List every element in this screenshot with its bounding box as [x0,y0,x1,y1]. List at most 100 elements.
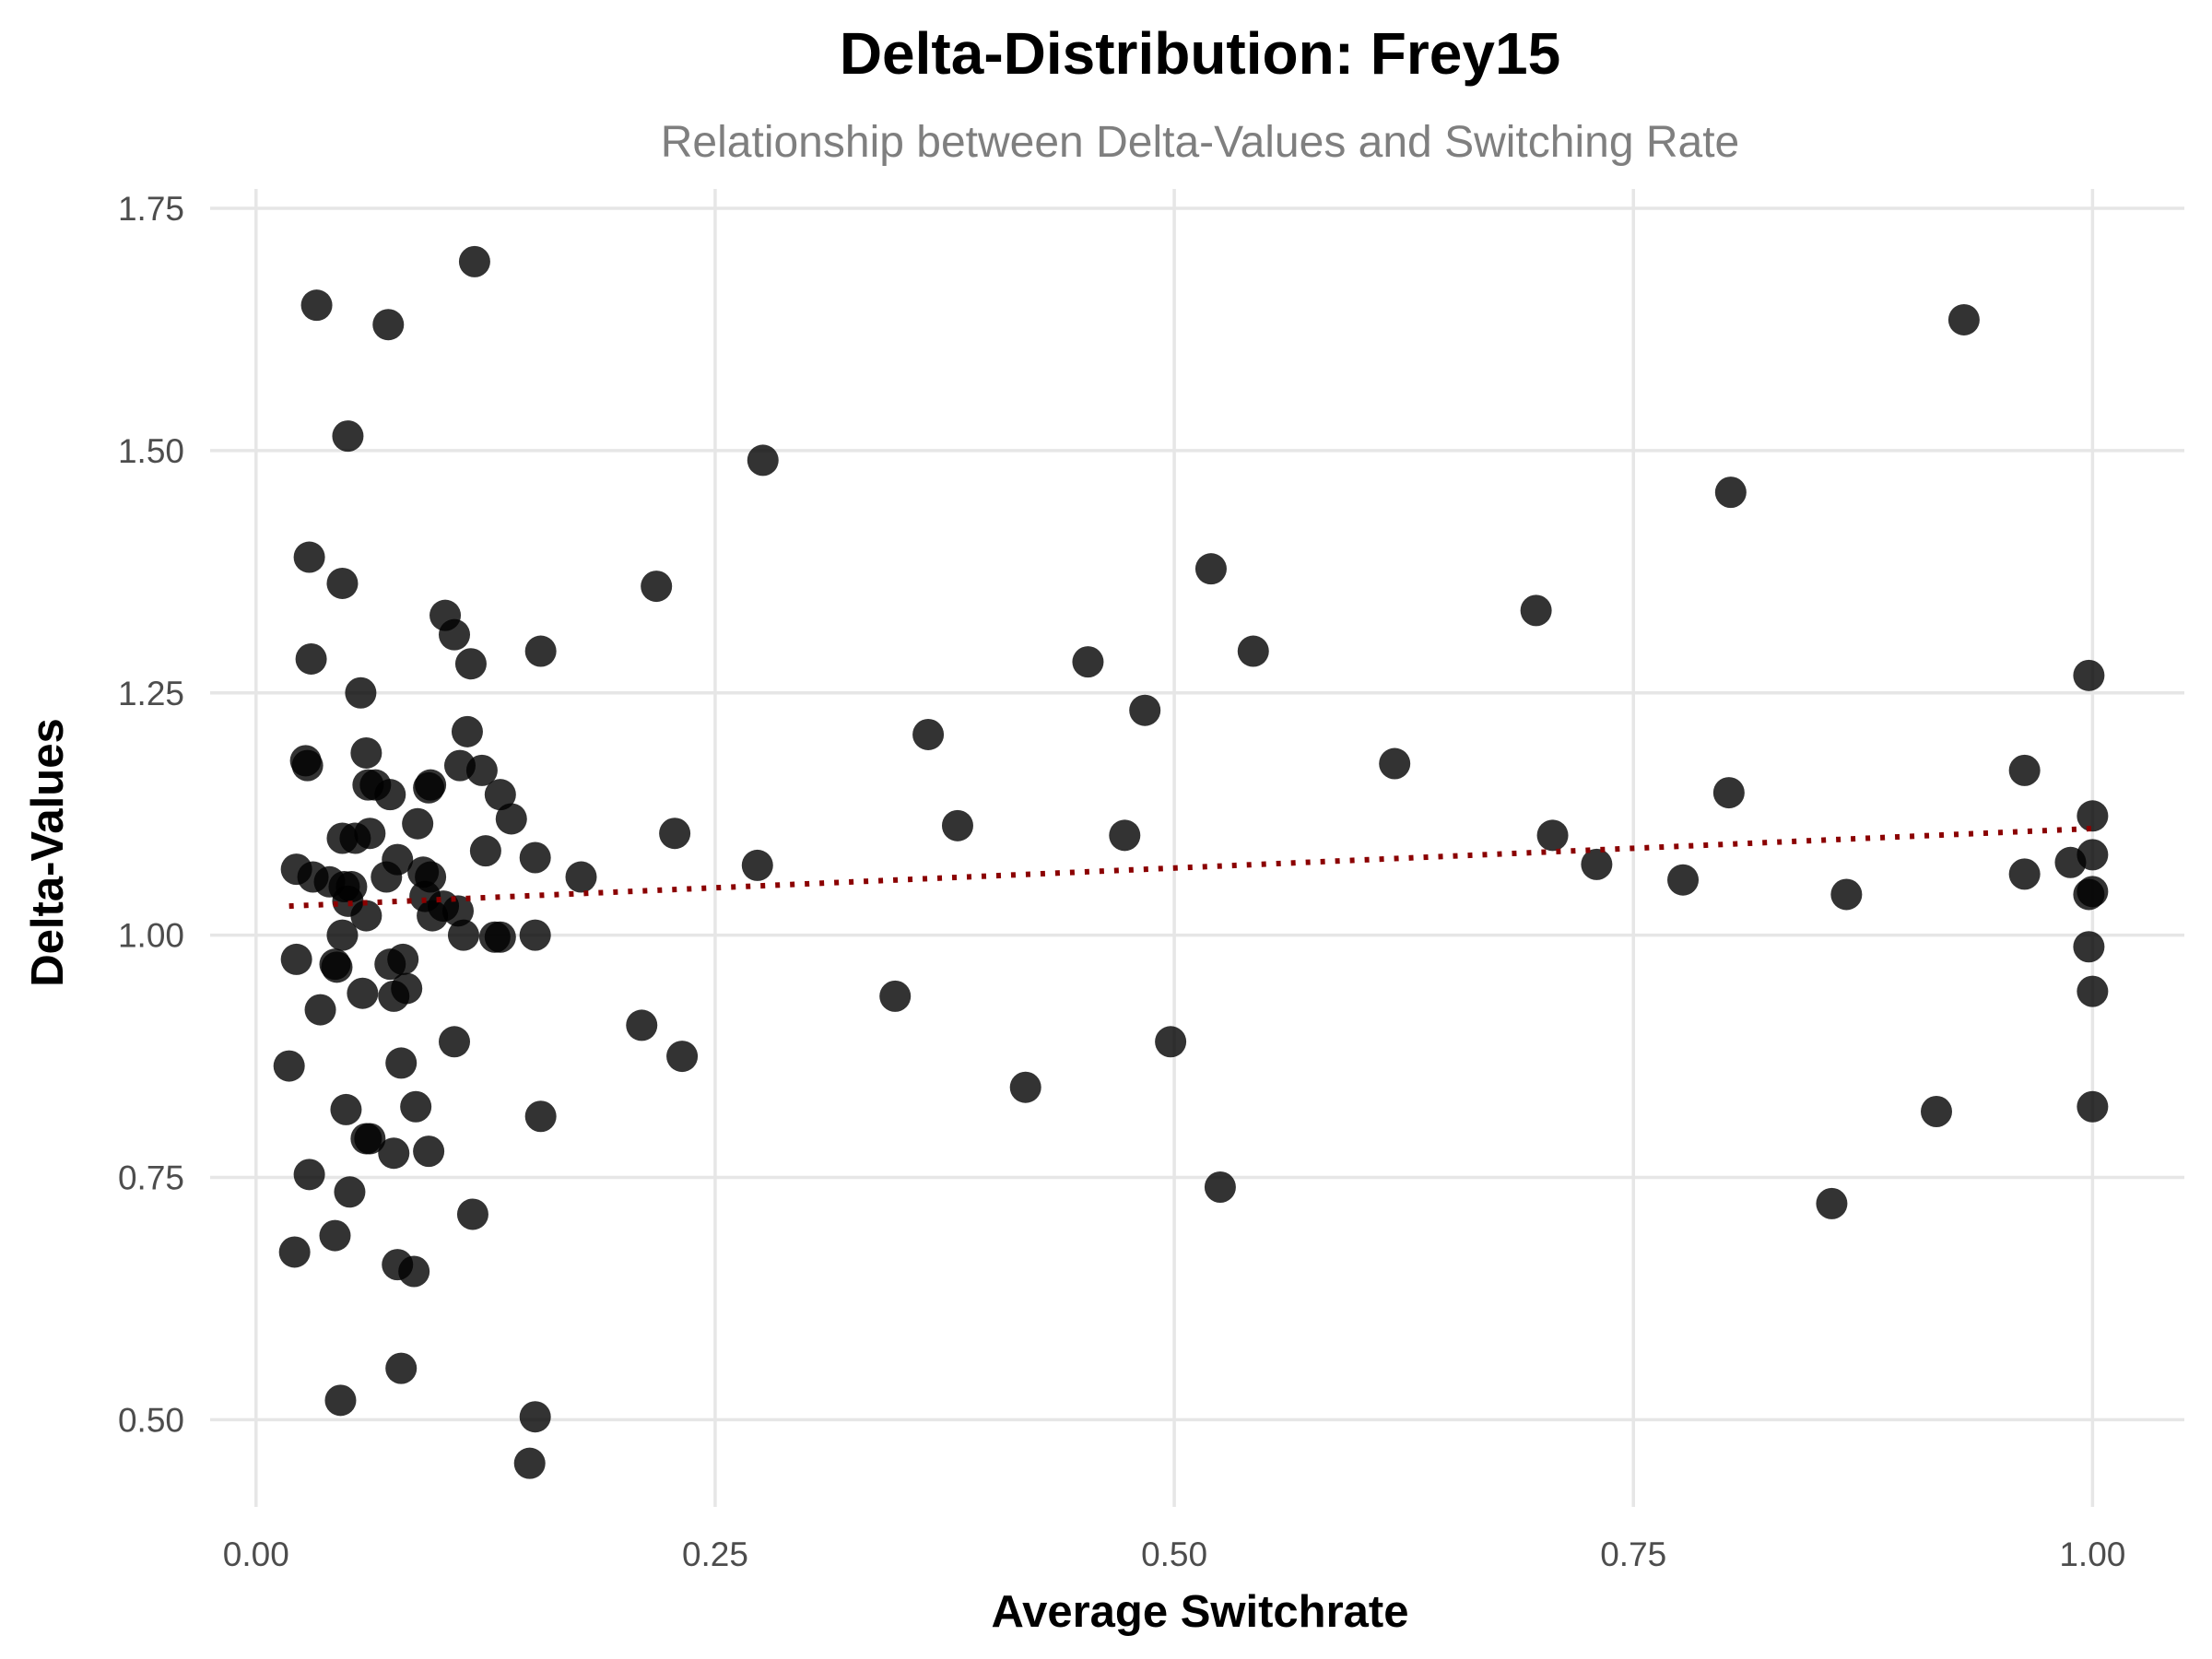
scatter-point [456,1198,488,1230]
scatter-point [2077,975,2109,1007]
scatter-point [415,769,447,801]
x-tick-label: 1.00 [2059,1535,2125,1573]
scatter-point [374,948,406,981]
scatter-point [339,822,371,854]
scatter-point [324,1384,357,1417]
scatter-point [441,895,474,927]
scatter-point [741,849,773,881]
scatter-point [458,245,490,277]
x-tick-label: 0.25 [682,1535,748,1573]
scatter-point [345,677,377,709]
scatter-point [519,841,551,874]
scatter-point [1581,848,1613,880]
scatter-point [326,567,359,599]
scatter-point [465,754,498,786]
data-points [273,245,2109,1479]
scatter-point [1921,1096,1953,1127]
chart-subtitle: Relationship between Delta-Values and Sw… [661,118,1739,167]
scatter-point [1072,646,1104,678]
scatter-point [319,1219,351,1252]
scatter-point [1536,819,1569,852]
scatter-point [1520,594,1552,627]
x-axis-title: Average Switchrate [992,1587,1409,1637]
y-tick-label: 1.25 [118,675,184,712]
scatter-point [2008,858,2041,890]
scatter-point [295,642,327,675]
scatter-point [454,648,487,680]
scatter-point [1830,878,1863,911]
scatter-point [879,980,912,1012]
trend-line-group [288,825,2093,910]
y-tick-label: 0.75 [118,1159,184,1197]
scatter-point [354,1123,386,1155]
scatter-point [1155,1026,1187,1058]
scatter-point [1109,819,1141,852]
scatter-point [400,1090,432,1123]
scatter-point [912,718,945,750]
y-tick-label: 0.50 [118,1401,184,1439]
scatter-point [1237,635,1269,667]
y-tick-label: 1.75 [118,190,184,228]
scatter-point [2073,659,2105,691]
scatter-point [641,571,673,603]
scatter-point [484,921,516,953]
scatter-point [402,807,434,840]
scatter-point [371,861,403,893]
scatter-point [2073,931,2105,963]
scatter-point [385,1047,418,1079]
scatter-point [1816,1187,1848,1219]
scatter-point [451,715,483,747]
scatter-point [417,900,449,932]
trend-line [288,825,2093,910]
scatter-point [273,1050,305,1082]
scatter-point [1667,864,1700,896]
y-axis-title: Delta-Values [23,718,73,986]
scatter-point [626,1009,658,1041]
scatter-point [2077,876,2109,908]
scatter-point [484,779,516,811]
scatter-point [659,818,691,850]
scatter-point [1009,1071,1041,1103]
scatter-point [334,1176,366,1208]
scatter-point [519,1401,551,1433]
x-tick-label: 0.75 [1600,1535,1666,1573]
scatter-point [347,977,379,1009]
scatter-point [1194,553,1227,585]
scatter-point [2008,754,2041,786]
chart-title: Delta-Distribution: Frey15 [840,20,1560,87]
scatter-point [280,943,312,975]
x-tick-label: 0.50 [1141,1535,1207,1573]
scatter-point [350,736,382,769]
scatter-point [565,861,597,893]
scatter-point [372,309,405,341]
scatter-point [747,444,779,477]
scatter-point [666,1041,699,1073]
scatter-point [278,1236,311,1268]
scatter-point [330,1093,362,1125]
scatter-point [413,1135,445,1168]
scatter-point [1379,747,1411,780]
scatter-point [524,1100,557,1133]
scatter-point [524,635,557,667]
scatter-point [1947,303,1980,335]
tick-labels: 0.00 0.25 0.50 0.75 1.00 0.50 0.75 1.00 1.25 1.50… [118,190,2125,1573]
scatter-point [350,900,382,932]
scatter-point [439,618,471,651]
scatter-point [385,1352,418,1384]
scatter-point [332,420,364,453]
scatter-point [469,835,501,867]
scatter-point [2077,1090,2109,1123]
scatter-point [304,994,336,1026]
gridlines [210,189,2184,1507]
scatter-point [321,951,353,983]
scatter-point [1204,1171,1236,1204]
scatter-point [398,1255,430,1288]
scatter-point [293,1159,325,1191]
scatter-point [447,919,479,951]
scatter-point [495,803,527,835]
scatter-point [1712,777,1745,809]
scatter-point [439,1026,471,1058]
y-tick-label: 1.00 [118,917,184,955]
scatter-point [519,919,551,951]
scatter-point [291,749,324,782]
